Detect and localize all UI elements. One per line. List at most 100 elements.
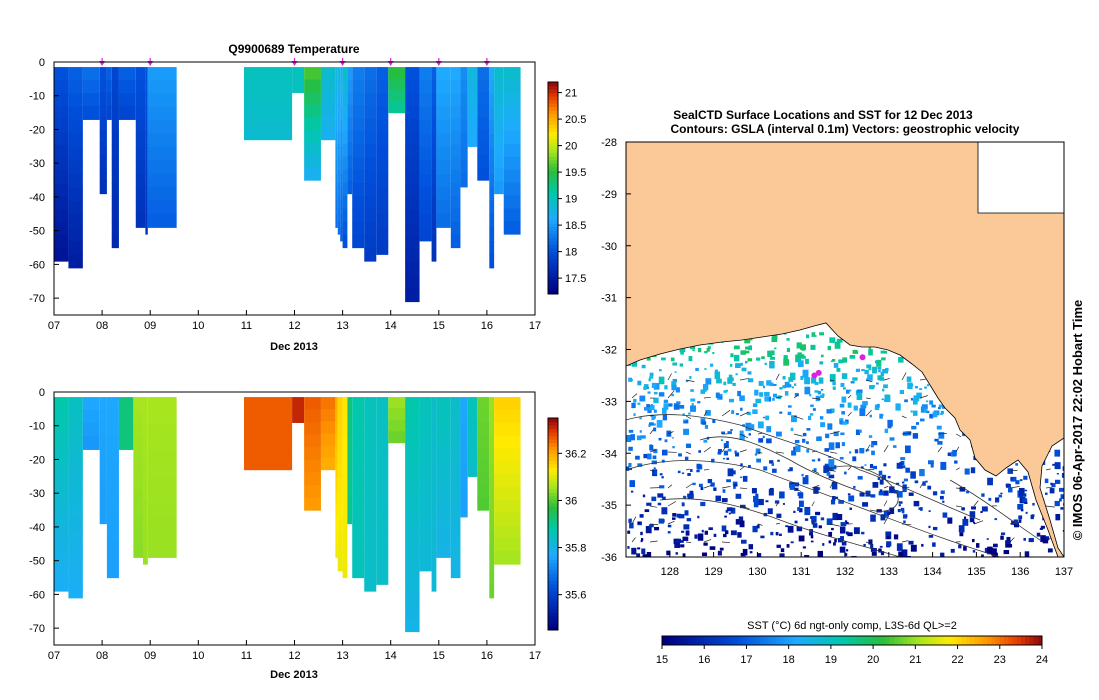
profile-cell	[106, 67, 112, 81]
sst-pixel	[880, 551, 885, 556]
profile-cell	[68, 423, 83, 438]
sst-pixel	[766, 426, 772, 433]
sst-pixel	[871, 450, 875, 456]
sst-pixel	[893, 534, 899, 540]
sst-pixel	[749, 551, 753, 554]
profile-cell	[450, 195, 461, 210]
colorbar-tick-label: 35.6	[565, 590, 586, 602]
sst-colorbar-swatch	[987, 636, 992, 645]
sst-pixel	[938, 432, 945, 439]
sst-pixel	[845, 521, 849, 525]
profile-cell	[450, 105, 461, 120]
sst-pixel	[679, 363, 684, 367]
sst-pixel	[870, 443, 874, 448]
sst-colorbar-swatch	[1016, 636, 1022, 645]
colorbar-swatch	[548, 516, 558, 521]
sst-pixel	[779, 553, 785, 557]
sst-pixel	[828, 463, 834, 472]
sst-pixel	[855, 429, 861, 436]
profile-cell	[68, 557, 83, 572]
sst-pixel	[709, 363, 714, 367]
sst-pixel	[630, 434, 635, 441]
profile-cell	[450, 118, 461, 133]
sst-pixel	[980, 511, 983, 514]
colorbar-swatch	[548, 233, 558, 238]
profile-cell	[494, 92, 504, 106]
profile-cell	[142, 551, 148, 565]
sst-pixel	[692, 349, 695, 352]
profile-cell	[68, 517, 83, 532]
profile-cell	[388, 67, 406, 80]
profile-cell	[450, 435, 461, 450]
sst-pixel	[681, 472, 685, 475]
profile-cell	[99, 180, 107, 195]
profile-cell	[335, 133, 338, 148]
profile-cell	[337, 156, 341, 171]
profile-cell	[405, 197, 420, 211]
profile-cell	[54, 157, 69, 172]
sst-pixel	[910, 544, 917, 552]
sst-colorbar-tick-label: 19	[825, 654, 837, 666]
sst-colorbar: 15 16 17 18 19 20 21 22 23 24	[656, 635, 1048, 666]
sst-pixel	[838, 359, 844, 364]
colorbar-swatch	[548, 626, 558, 631]
profile-cell	[431, 539, 437, 553]
sst-pixel	[762, 416, 766, 419]
x-tick-label: 12	[288, 320, 300, 332]
sst-pixel	[804, 506, 811, 516]
colorbar-swatch	[548, 226, 558, 231]
profile-cell	[111, 234, 119, 249]
sst-pixel	[690, 398, 696, 402]
profile-cell	[347, 498, 353, 512]
sst-colorbar-swatch	[746, 636, 752, 645]
sst-pixel	[1060, 494, 1064, 499]
sst-pixel	[866, 364, 872, 369]
profile-cell	[431, 209, 437, 223]
profile-cell	[352, 67, 365, 81]
profile-cell	[431, 578, 437, 592]
profile-cell	[503, 79, 521, 94]
sst-pixel	[895, 482, 900, 485]
sst-pixel	[872, 482, 879, 488]
sst-pixel	[733, 483, 738, 487]
sst-pixel	[857, 389, 863, 393]
profile-cell	[436, 80, 451, 95]
profile-cell	[337, 169, 341, 184]
sst-colorbar-swatch	[708, 636, 714, 645]
profile-cell	[489, 410, 495, 425]
profile-cell	[99, 435, 107, 449]
y-tick-label: 0	[39, 57, 45, 69]
sst-pixel	[696, 463, 701, 469]
velocity-vector	[883, 445, 889, 453]
profile-cell	[460, 397, 468, 411]
sst-pixel	[748, 424, 755, 430]
colorbar-swatch	[548, 138, 558, 143]
profile-cell	[388, 78, 406, 91]
velocity-vector	[631, 516, 637, 525]
sst-colorbar-swatch	[700, 636, 705, 645]
profile-cell	[376, 227, 389, 242]
y-tick-label: -10	[29, 91, 45, 103]
profile-cell	[352, 195, 365, 210]
colorbar-swatch	[548, 555, 558, 560]
sst-pixel	[790, 372, 796, 380]
profile-cell	[450, 157, 461, 171]
sst-pixel	[940, 461, 947, 470]
profile-cell	[342, 461, 348, 476]
sst-pixel	[658, 376, 665, 385]
sst-colorbar-swatch	[835, 636, 840, 645]
colorbar-swatch	[548, 495, 558, 500]
sst-pixel	[776, 544, 781, 548]
profile-cell	[419, 80, 432, 95]
profile-cell	[111, 221, 119, 236]
x-tick-label: 08	[96, 650, 108, 662]
profile-cell	[147, 173, 177, 188]
velocity-vector	[829, 480, 835, 489]
profile-cell	[376, 133, 389, 148]
sst-pixel	[820, 395, 825, 398]
sst-pixel	[751, 488, 757, 494]
colorbar-swatch	[548, 135, 558, 140]
velocity-vector	[883, 500, 888, 507]
sst-pixel	[912, 399, 918, 405]
velocity-vector	[955, 467, 960, 471]
